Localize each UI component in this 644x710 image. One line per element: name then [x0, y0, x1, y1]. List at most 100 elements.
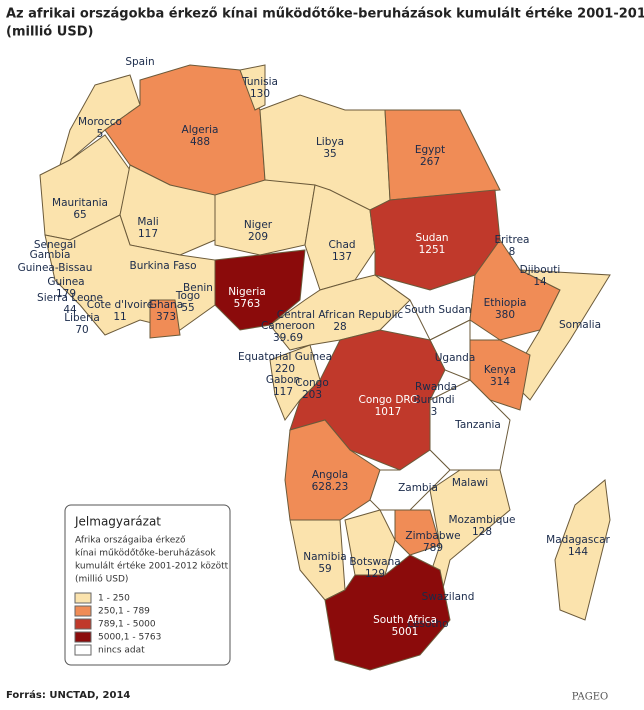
country-value: 59	[318, 563, 331, 575]
subtitle: (millió USD)	[6, 25, 93, 40]
country-value: 179	[56, 288, 76, 300]
country-name: Ghana	[149, 299, 183, 311]
country-value: 55	[181, 302, 194, 314]
country-value: 5	[97, 128, 104, 140]
country-name: Zambia	[398, 482, 438, 494]
country-name: Mozambique	[448, 514, 515, 526]
legend-box	[64, 504, 231, 666]
country-name: Burundi	[413, 394, 454, 406]
country-name: Lesotho	[407, 618, 448, 630]
country-value: 129	[365, 568, 385, 580]
country-name: Zimbabwe	[405, 530, 460, 542]
country-value: 380	[495, 309, 515, 321]
legend-description: kumulált értéke 2001-2012 között	[75, 561, 229, 572]
country-name: South Sudan	[405, 304, 472, 316]
country-name: Benin	[183, 282, 213, 294]
country-name: Madagascar	[546, 534, 610, 546]
country-value: 14	[533, 276, 547, 288]
legend-swatch	[74, 631, 92, 643]
country-value: 488	[190, 136, 210, 148]
country-name: Mali	[137, 216, 158, 228]
country-name: Niger	[244, 219, 273, 231]
country-name: Djibouti	[520, 264, 561, 276]
country-value: 373	[156, 311, 176, 323]
country-name: Cameroon	[261, 320, 315, 332]
legend-label: 1 - 250	[98, 594, 130, 604]
legend-label: 5000,1 - 5763	[98, 633, 161, 643]
legend-title: Jelmagyarázat	[74, 515, 161, 529]
country-value: 35	[323, 148, 336, 160]
country-value: 3	[431, 406, 438, 418]
country-value: 1251	[419, 244, 446, 256]
country-name: Egypt	[415, 144, 445, 156]
title: Az afrikai országokba érkező kínai működ…	[6, 7, 644, 22]
legend-label: 250,1 - 789	[98, 607, 150, 617]
country-value: 203	[302, 389, 322, 401]
country-value: 209	[248, 231, 268, 243]
country-name: Liberia	[64, 312, 100, 324]
country-name: Botswana	[349, 556, 400, 568]
country-name: Gambia	[30, 249, 71, 261]
country-name: Algeria	[182, 124, 219, 136]
country-name: Nigeria	[228, 286, 266, 298]
legend-swatch	[74, 644, 92, 656]
country-name: Chad	[328, 239, 355, 251]
country-name: Morocco	[78, 116, 122, 128]
country-value: 628.23	[312, 481, 349, 493]
country-value: 5763	[234, 298, 261, 310]
country-name: Swaziland	[422, 591, 475, 603]
legend-description: Afrika országaiba érkező	[75, 535, 186, 546]
country-value: 117	[273, 386, 293, 398]
country-value: 789	[423, 542, 443, 554]
country-value: 5001	[392, 626, 419, 638]
legend-label: nincs adat	[98, 646, 145, 656]
country-value: 8	[509, 246, 516, 258]
country-value: 65	[73, 209, 86, 221]
country-value: 1017	[375, 406, 402, 418]
country-name: Gabon	[266, 374, 300, 386]
countries	[39, 64, 611, 671]
legend-label: 789,1 - 5000	[98, 620, 156, 630]
country-name: Congo DRC	[358, 394, 417, 406]
country-name: Uganda	[435, 352, 476, 364]
country-value: 130	[250, 88, 270, 100]
country-name: Sudan	[415, 232, 448, 244]
legend-swatch	[74, 605, 92, 617]
country-value: 117	[138, 228, 158, 240]
legend-description: (millió USD)	[75, 574, 128, 585]
logo: PAGEO	[572, 692, 609, 703]
country-name: Burkina Faso	[129, 260, 196, 272]
country-value: 267	[420, 156, 440, 168]
country-name: Togo	[175, 290, 200, 302]
country-name: Namibia	[303, 551, 346, 563]
legend-description: kínai működőtőke-beruházások	[75, 549, 216, 559]
country-value: 128	[472, 526, 492, 538]
country-name: Rwanda	[415, 381, 457, 393]
country-value: 314	[490, 376, 510, 388]
country-value: 44	[63, 304, 77, 316]
country-name: Equatorial Guinea	[238, 351, 332, 363]
country-value: 28	[333, 321, 346, 333]
country-name: Eritrea	[495, 234, 530, 246]
country-name: Sierra Leone	[37, 292, 103, 304]
country-name: Guinea	[47, 276, 84, 288]
country-name: Libya	[316, 136, 344, 148]
country-name: Angola	[312, 469, 348, 481]
country-name: Ethiopia	[484, 297, 527, 309]
country-value: 70	[75, 324, 88, 336]
country-name: Malawi	[452, 477, 488, 489]
country-name: Tunisia	[241, 76, 278, 88]
country-name: Senegal	[34, 239, 76, 251]
legend: Afrika országaiba érkező kínai működőtőke…	[74, 535, 229, 656]
source: Forrás: UNCTAD, 2014	[6, 689, 130, 701]
legend-swatch	[74, 592, 92, 604]
country-value: 11	[113, 311, 126, 323]
country-name: South Africa	[373, 614, 437, 626]
country-name: Cote d'Ivoire	[87, 299, 153, 311]
country-value: 144	[568, 546, 588, 558]
legend-swatch	[74, 618, 92, 630]
country-name: Kenya	[484, 364, 516, 376]
country-value: 39.69	[273, 332, 303, 344]
